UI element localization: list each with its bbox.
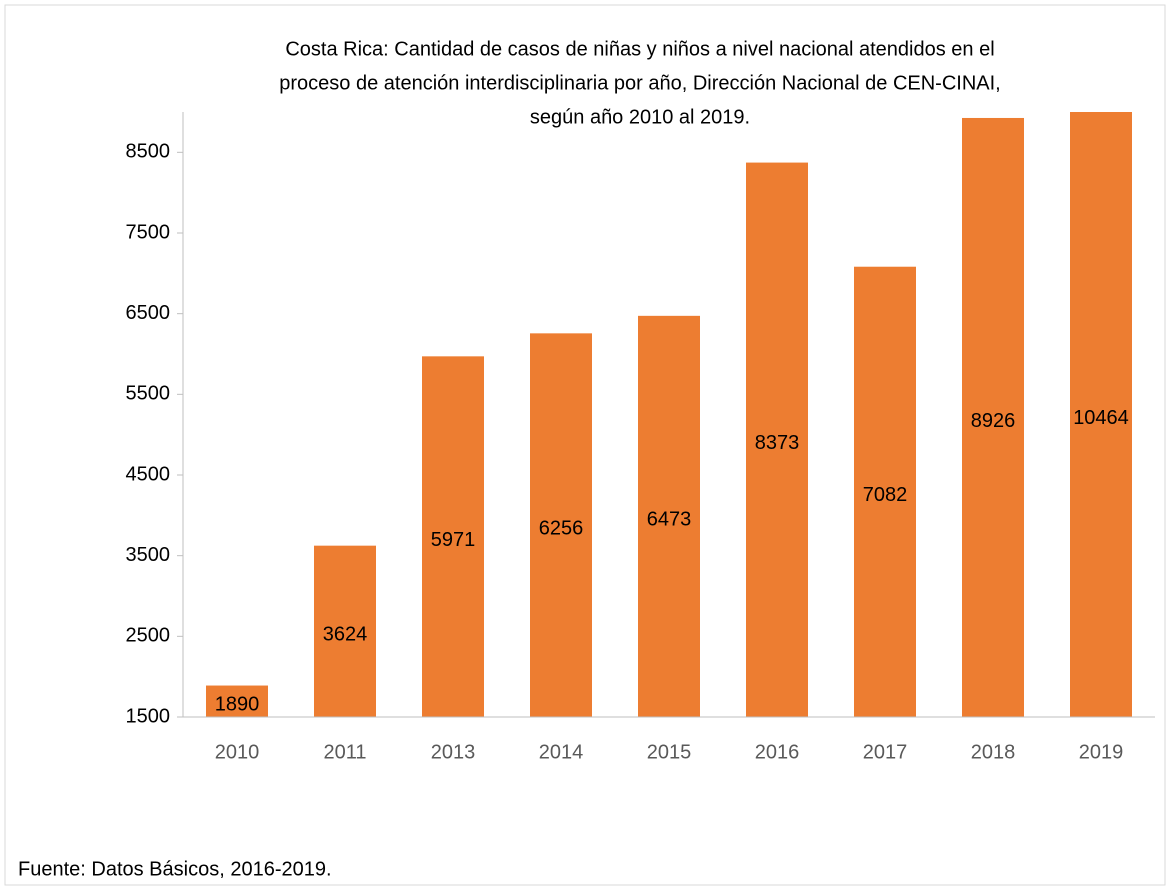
y-tick-label: 8500: [126, 141, 171, 163]
bar: [746, 162, 808, 717]
x-tick-label: 2017: [863, 741, 908, 763]
bars: [206, 112, 1132, 718]
x-tick-label: 2010: [215, 741, 260, 763]
x-tick-label: 2014: [539, 741, 584, 763]
data-label: 6473: [647, 509, 692, 531]
bar: [314, 545, 376, 717]
data-label: 8373: [755, 432, 800, 454]
y-tick-label: 7500: [126, 221, 171, 243]
bar: [206, 685, 268, 717]
x-tick-label: 2013: [431, 741, 476, 763]
x-tick-label: 2018: [971, 741, 1016, 763]
bar: [422, 356, 484, 717]
x-tick-label: 2016: [755, 741, 800, 763]
bar: [1070, 112, 1132, 718]
data-label: 5971: [431, 529, 476, 551]
y-tick-label: 4500: [126, 463, 171, 485]
chart-title: según año 2010 al 2019.: [530, 106, 750, 128]
bar: [854, 266, 916, 717]
x-tick-label: 2011: [323, 741, 366, 763]
data-label: 10464: [1073, 407, 1129, 429]
y-tick-label: 1500: [126, 705, 171, 727]
bar: [638, 315, 700, 717]
bar: [962, 117, 1024, 717]
y-tick-label: 6500: [126, 302, 171, 324]
y-tick-label: 2500: [126, 625, 171, 647]
data-label: 1890: [215, 694, 260, 716]
bar: [530, 333, 592, 717]
chart-title: Costa Rica: Cantidad de casos de niñas y…: [285, 38, 994, 60]
data-label: 8926: [971, 410, 1016, 432]
data-label: 6256: [539, 517, 584, 539]
x-tick-label: 2019: [1079, 741, 1124, 763]
y-tick-label: 5500: [126, 383, 171, 405]
chart-title: proceso de atención interdisciplinaria p…: [279, 72, 1000, 94]
source-note: Fuente: Datos Básicos, 2016-2019.: [18, 858, 332, 880]
data-label: 7082: [863, 484, 908, 506]
x-tick-label: 2015: [647, 741, 692, 763]
data-label: 3624: [323, 624, 368, 646]
y-tick-label: 3500: [126, 544, 171, 566]
